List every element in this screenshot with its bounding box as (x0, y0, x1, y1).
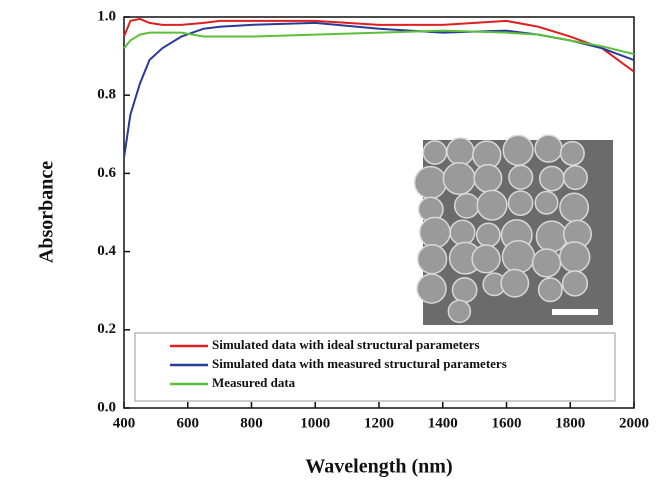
x-tick-label: 400 (113, 415, 136, 431)
legend-box (134, 332, 616, 402)
particle (500, 268, 530, 298)
x-tick-label: 800 (240, 415, 263, 431)
series-line (123, 17, 635, 73)
particle (558, 241, 591, 273)
particle (471, 244, 501, 274)
particle (507, 190, 534, 216)
particle (531, 248, 562, 278)
particle (449, 219, 476, 246)
legend-label: Measured data (212, 375, 296, 390)
particle (446, 137, 475, 166)
x-tick-label: 1000 (300, 415, 330, 431)
x-tick-label: 1200 (364, 415, 394, 431)
particle (475, 222, 501, 248)
particle (508, 164, 534, 190)
particle (561, 270, 589, 297)
scale-bar (552, 309, 598, 315)
particle (451, 277, 478, 303)
y-tick-label: 0.8 (97, 87, 116, 103)
particle (453, 192, 480, 219)
y-tick-label: 1.0 (97, 8, 116, 24)
particle (534, 134, 563, 163)
particle (538, 165, 565, 192)
y-tick-label: 0.4 (97, 243, 116, 259)
x-tick-label: 1600 (492, 415, 522, 431)
particle (447, 299, 472, 324)
particle (442, 162, 476, 196)
legend-label: Simulated data with measured structural … (212, 356, 507, 371)
particle (476, 189, 508, 221)
series-line (123, 29, 635, 56)
particle (473, 163, 503, 193)
y-tick-label: 0.6 (97, 165, 116, 181)
x-axis-label: Wavelength (nm) (305, 456, 452, 478)
x-tick-label: 1400 (428, 415, 458, 431)
particle (562, 165, 588, 191)
particle (419, 216, 451, 249)
x-tick-label: 2000 (619, 415, 649, 431)
particle (416, 273, 447, 304)
sem-inset (413, 134, 613, 325)
particle (416, 243, 448, 275)
x-tick-label: 1800 (555, 415, 585, 431)
particle (422, 140, 448, 165)
y-tick-label: 0.2 (97, 321, 116, 337)
particle (502, 134, 534, 166)
particle (535, 220, 568, 253)
particle (559, 140, 585, 166)
particle (413, 165, 448, 200)
legend-label: Simulated data with ideal structural par… (212, 337, 480, 352)
particle (559, 192, 590, 223)
particle (537, 277, 563, 303)
particle (501, 240, 536, 274)
particle (534, 190, 559, 215)
x-tick-label: 600 (177, 415, 200, 431)
y-tick-label: 0.0 (97, 399, 116, 415)
y-axis-label: Absorbance (36, 161, 58, 263)
particles (413, 134, 592, 324)
